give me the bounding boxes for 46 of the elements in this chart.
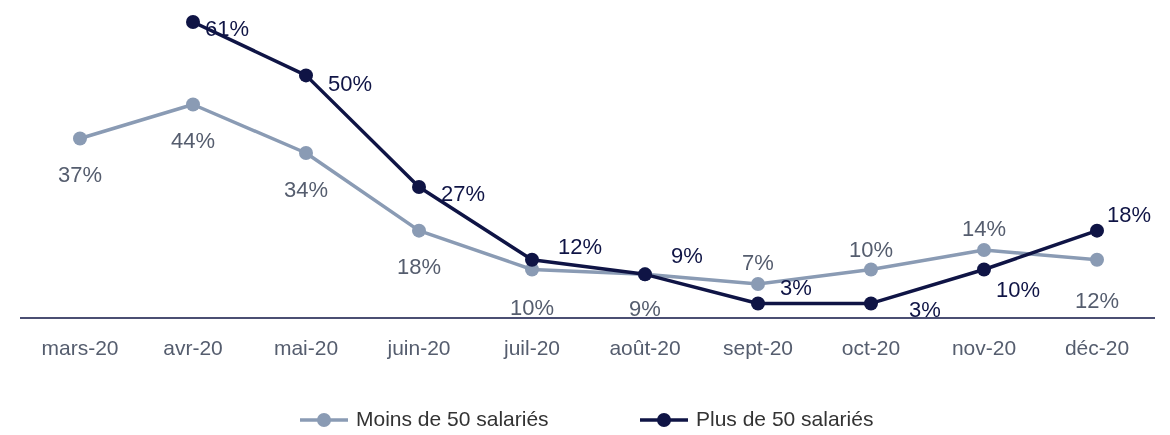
point bbox=[299, 146, 313, 161]
x-tick-label: août-20 bbox=[609, 336, 681, 359]
data-label: 34% bbox=[283, 176, 329, 202]
data-label: 27% bbox=[441, 180, 486, 206]
data-label: 10% bbox=[848, 237, 894, 263]
x-tick-label: sept-20 bbox=[722, 336, 794, 359]
data-label: 50% bbox=[328, 71, 373, 97]
point bbox=[73, 131, 87, 146]
x-tick-label: oct-20 bbox=[841, 336, 901, 359]
data-label: 7% bbox=[742, 249, 774, 275]
point bbox=[864, 296, 878, 311]
data-label: 10% bbox=[509, 295, 555, 321]
x-tick-label: juil-20 bbox=[502, 336, 561, 359]
data-label: 18% bbox=[1107, 202, 1152, 228]
point bbox=[412, 223, 426, 238]
x-tick-label: avr-20 bbox=[163, 336, 223, 359]
point bbox=[977, 243, 991, 258]
data-label: 3% bbox=[909, 297, 941, 323]
legend-label: Moins de 50 salariés bbox=[356, 406, 549, 430]
point bbox=[1090, 223, 1104, 238]
x-tick-label: mai-20 bbox=[273, 336, 339, 359]
point bbox=[751, 277, 765, 292]
data-label: 9% bbox=[671, 243, 703, 269]
data-label: 44% bbox=[170, 128, 216, 154]
data-label: 9% bbox=[629, 296, 661, 322]
data-label: 14% bbox=[961, 215, 1007, 241]
point bbox=[525, 252, 539, 267]
data-label: 3% bbox=[780, 275, 812, 301]
x-tick-label: juin-20 bbox=[386, 336, 451, 359]
x-tick-label: déc-20 bbox=[1064, 336, 1130, 359]
point bbox=[186, 97, 200, 112]
point bbox=[412, 179, 426, 194]
x-tick-label: nov-20 bbox=[951, 336, 1017, 359]
x-tick-label: mars-20 bbox=[41, 336, 119, 359]
legend-label: Plus de 50 salariés bbox=[696, 406, 874, 430]
data-label: 12% bbox=[1074, 287, 1120, 313]
data-label: 37% bbox=[57, 162, 103, 188]
point bbox=[751, 296, 765, 311]
point bbox=[1090, 252, 1104, 267]
point bbox=[299, 68, 313, 83]
data-label: 10% bbox=[996, 277, 1041, 303]
point bbox=[864, 262, 878, 277]
point bbox=[186, 15, 200, 29]
data-label: 18% bbox=[396, 254, 442, 280]
point bbox=[977, 262, 991, 277]
data-label: 12% bbox=[558, 233, 603, 259]
